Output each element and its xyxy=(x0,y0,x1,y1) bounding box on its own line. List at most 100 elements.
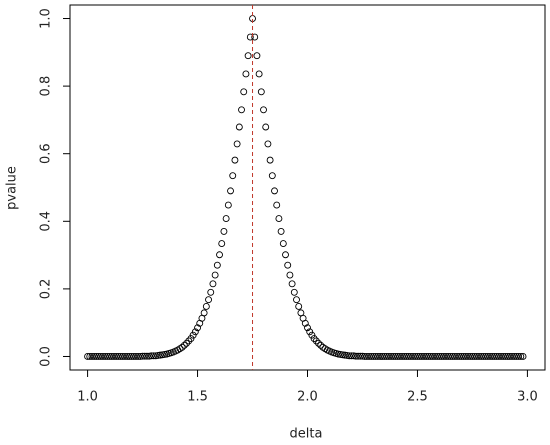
point xyxy=(400,353,408,360)
x-tick-label: 2.5 xyxy=(407,390,428,405)
point xyxy=(86,353,94,360)
point xyxy=(207,288,215,296)
point xyxy=(220,227,228,235)
point xyxy=(251,33,259,41)
point xyxy=(341,351,349,359)
point xyxy=(224,201,232,209)
point xyxy=(398,353,406,360)
point xyxy=(205,296,212,304)
point xyxy=(288,280,296,288)
point xyxy=(222,215,230,223)
point xyxy=(348,352,355,360)
point xyxy=(266,156,274,164)
point xyxy=(180,341,188,349)
point xyxy=(389,353,397,360)
point xyxy=(438,353,446,360)
point xyxy=(295,303,303,310)
point xyxy=(304,324,311,332)
point xyxy=(101,353,109,360)
point xyxy=(103,353,111,360)
point xyxy=(123,353,131,360)
point xyxy=(482,353,490,360)
point xyxy=(315,339,322,347)
point xyxy=(139,352,147,360)
point xyxy=(209,280,217,288)
point xyxy=(444,353,452,360)
point xyxy=(372,353,380,360)
point xyxy=(229,172,237,180)
point xyxy=(117,353,125,360)
point xyxy=(246,33,254,41)
point xyxy=(497,353,505,360)
point xyxy=(416,353,424,360)
point xyxy=(218,240,226,248)
point xyxy=(466,353,474,360)
point xyxy=(284,261,292,269)
point xyxy=(339,351,347,359)
point xyxy=(244,52,252,60)
point xyxy=(95,353,103,360)
point xyxy=(515,353,523,360)
point xyxy=(84,353,92,360)
y-tick-label: 0.2 xyxy=(39,279,54,300)
point xyxy=(130,353,138,360)
point xyxy=(464,353,472,360)
point xyxy=(238,106,245,114)
point xyxy=(343,352,351,359)
point xyxy=(495,353,503,360)
point xyxy=(405,353,413,360)
point xyxy=(508,353,516,360)
point xyxy=(145,352,153,360)
point xyxy=(277,227,285,235)
point xyxy=(227,187,234,195)
point xyxy=(493,353,501,360)
point xyxy=(290,288,298,296)
point xyxy=(473,353,481,360)
x-tick-label: 1.5 xyxy=(187,390,208,405)
x-axis-label: delta xyxy=(290,427,323,442)
point xyxy=(392,353,399,360)
point xyxy=(268,172,276,180)
point xyxy=(504,353,512,360)
point xyxy=(394,353,402,360)
x-tick-label: 2.0 xyxy=(297,390,318,405)
point xyxy=(282,251,289,259)
point xyxy=(147,352,155,360)
x-tick-label: 3.0 xyxy=(517,390,538,405)
point xyxy=(455,353,463,360)
point xyxy=(262,123,270,131)
point xyxy=(451,353,459,360)
point xyxy=(308,331,316,339)
point xyxy=(517,353,525,360)
point xyxy=(110,353,118,360)
point xyxy=(422,353,430,360)
point xyxy=(510,353,518,360)
point xyxy=(374,353,382,360)
point xyxy=(233,140,241,148)
point xyxy=(317,341,325,349)
point xyxy=(216,251,223,259)
point xyxy=(363,353,371,360)
point xyxy=(477,353,485,360)
point xyxy=(152,352,160,360)
point xyxy=(97,353,105,360)
plot-frame xyxy=(69,4,546,371)
point xyxy=(158,351,166,359)
point xyxy=(191,328,199,336)
point xyxy=(141,352,149,360)
point xyxy=(337,351,344,358)
point xyxy=(475,353,483,360)
point xyxy=(286,271,294,279)
point xyxy=(407,353,415,360)
point xyxy=(442,353,450,360)
point xyxy=(90,353,98,360)
point xyxy=(119,353,127,360)
point xyxy=(490,353,498,360)
y-tick-label: 1.0 xyxy=(39,8,54,29)
y-tick-label: 0.8 xyxy=(39,76,54,97)
point xyxy=(301,319,309,327)
point xyxy=(403,353,410,360)
point xyxy=(501,353,509,360)
point xyxy=(242,70,250,78)
